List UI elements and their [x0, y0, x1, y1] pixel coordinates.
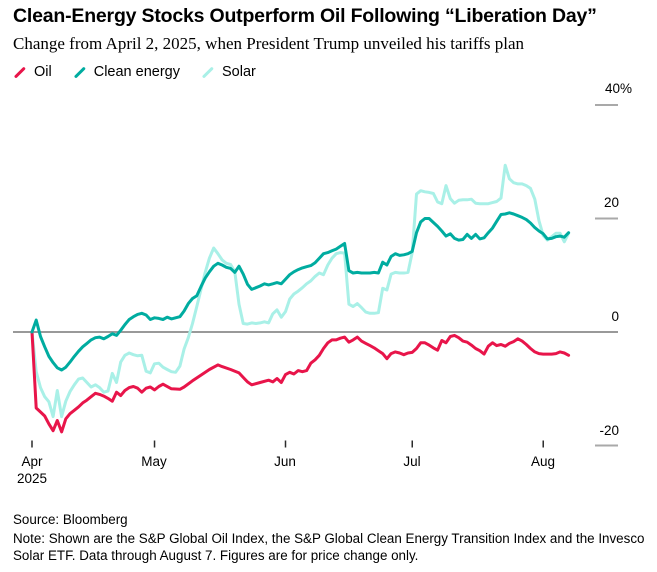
note-text: Note: Shown are the S&P Global Oil Index…	[13, 531, 645, 564]
oil-slash-icon	[13, 66, 27, 79]
clean-energy-slash-icon	[73, 66, 86, 79]
chart-header: Clean-Energy Stocks Outperform Oil Follo…	[13, 5, 648, 80]
solar-slash-icon	[201, 66, 215, 79]
legend-item-oil: Oil	[13, 64, 52, 80]
x-axis-label-jun: Jun	[274, 454, 296, 469]
page-title: Clean-Energy Stocks Outperform Oil Follo…	[13, 5, 597, 27]
x-axis-label-year: 2025	[16, 471, 48, 486]
legend-item-clean-energy: Clean energy	[73, 64, 180, 80]
legend-label-oil: Oil	[34, 64, 52, 81]
y-axis-label-40: 40%	[604, 81, 632, 96]
legend-item-solar: Solar	[201, 64, 256, 80]
y-axis-label-20: 20	[603, 195, 619, 210]
source-text: Source: Bloomberg	[13, 512, 128, 527]
series-line-oil	[30, 330, 571, 434]
legend-label-clean-energy: Clean energy	[93, 64, 180, 81]
chart-footer: Source: Bloomberg Note: Shown are the S&…	[13, 511, 649, 564]
x-axis-label-may: May	[141, 454, 167, 469]
page-subtitle: Change from April 2, 2025, when Presiden…	[13, 34, 525, 54]
series-line-clean-energy	[30, 211, 571, 372]
y-axis-label-0: 0	[611, 309, 619, 324]
x-axis-label-apr: Apr	[21, 454, 43, 469]
series-line-solar	[30, 163, 571, 419]
legend-label-solar: Solar	[221, 64, 256, 81]
y-axis-label-minus20: -20	[599, 423, 619, 438]
legend: Oil Clean energy Solar	[13, 64, 648, 80]
x-axis-label-jul: Jul	[403, 454, 421, 469]
x-axis-label-aug: Aug	[530, 454, 556, 469]
